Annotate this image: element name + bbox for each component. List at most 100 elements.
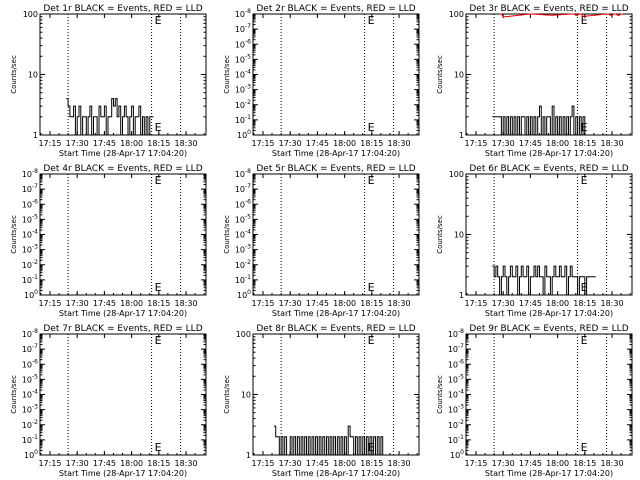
- x-tick-label: 17:45: [519, 139, 542, 148]
- y-tick-label: 10-1: [235, 274, 251, 285]
- y-tick-label: 10-1: [22, 274, 38, 285]
- data-point: [332, 454, 334, 456]
- data-point: [316, 436, 317, 438]
- chart-panel-6: E E 17:15 17:30 17:45 18:00 18:15 18:30 1 10 100 St…: [436, 170, 633, 318]
- panel-title-9: Det 9r BLACK = Events, RED = LLD: [469, 324, 628, 334]
- data-point: [84, 116, 86, 118]
- x-tick-label: 18:30: [601, 299, 624, 308]
- data-point: [292, 454, 294, 456]
- x-tick-label: 18:30: [388, 139, 411, 148]
- data-point: [296, 454, 297, 456]
- data-point: [79, 105, 81, 107]
- data-point: [521, 265, 523, 267]
- data-point: [530, 116, 532, 118]
- data-point: [501, 134, 503, 136]
- y-tick-label: 10-8: [235, 168, 251, 179]
- data-point: [341, 436, 343, 438]
- y-tick-label: 10-3: [235, 244, 251, 255]
- data-point: [75, 134, 77, 136]
- x-tick-label: 17:15: [464, 139, 487, 148]
- y-tick-label: 10-6: [22, 198, 38, 209]
- y-tick-label: 1: [33, 131, 38, 140]
- data-point: [505, 134, 507, 136]
- data-point: [339, 454, 341, 456]
- event-marker-top: E: [581, 334, 588, 347]
- x-tick-label: 18:00: [546, 299, 569, 308]
- chart-panel-9: E E 17:15 17:30 17:45 18:00 18:15 18:30 100 10-1 1…: [436, 328, 633, 478]
- data-point: [492, 265, 494, 267]
- data-point: [343, 454, 345, 456]
- data-point: [585, 294, 587, 296]
- data-point: [276, 436, 277, 438]
- data-point: [494, 116, 496, 118]
- y-tick-label: 10-5: [235, 213, 251, 224]
- chart-panel-4: E E 17:15 17:30 17:45 18:00 18:15 18:30 100 10-1 1…: [10, 168, 207, 318]
- event-marker-bottom: E: [581, 121, 588, 134]
- data-point: [561, 134, 563, 136]
- event-marker-bottom: E: [368, 441, 375, 454]
- data-point: [374, 436, 375, 438]
- x-tick-label: 17:15: [251, 459, 274, 468]
- y-tick-label: 10-4: [22, 389, 38, 400]
- x-tick-label: 18:00: [546, 139, 569, 148]
- y-tick-label: 10: [28, 71, 38, 80]
- y-tick-label: 10-3: [22, 244, 38, 255]
- data-point: [539, 105, 541, 107]
- data-point: [366, 436, 368, 438]
- y-tick-label: 10: [454, 71, 464, 80]
- data-point: [356, 436, 357, 438]
- data-point: [68, 105, 70, 107]
- data-point: [361, 454, 363, 456]
- data-point: [503, 16, 505, 18]
- y-axis-title: Counts/sec: [436, 55, 444, 94]
- data-point: [617, 14, 619, 16]
- data-point: [583, 15, 585, 17]
- panel-title-4: Det 4r BLACK = Events, RED = LLD: [43, 164, 202, 174]
- data-point: [81, 134, 83, 136]
- data-point: [83, 116, 84, 118]
- x-tick-label: 18:00: [120, 459, 143, 468]
- data-point: [372, 454, 374, 456]
- x-tick-label: 17:45: [519, 459, 542, 468]
- data-point: [572, 105, 574, 107]
- data-point: [541, 134, 543, 136]
- y-tick-label: 10-1: [22, 434, 38, 445]
- data-point: [152, 116, 153, 118]
- y-tick-label: 10: [454, 231, 464, 240]
- y-tick-label: 100: [23, 10, 38, 19]
- event-marker-top: E: [581, 174, 588, 187]
- data-point: [576, 116, 578, 118]
- chart-panel-3: E E 17:15 17:30 17:45 18:00 18:15 18:30 1 10 100 St…: [436, 10, 633, 158]
- x-tick-label: 17:15: [251, 299, 274, 308]
- data-point: [317, 454, 319, 456]
- data-point: [569, 134, 570, 136]
- data-point: [521, 116, 523, 118]
- y-tick-label: 10-5: [235, 53, 251, 64]
- data-point: [559, 116, 561, 118]
- x-tick-label: 18:15: [360, 139, 383, 148]
- event-marker-bottom: E: [155, 441, 162, 454]
- data-point: [498, 276, 500, 278]
- x-axis-title: Start Time (28-Apr-17 17:04:20): [59, 469, 187, 478]
- x-tick-label: 17:15: [464, 459, 487, 468]
- data-point: [547, 116, 549, 118]
- data-point: [549, 116, 550, 118]
- y-tick-label: 10-6: [235, 198, 251, 209]
- data-point: [500, 13, 501, 15]
- data-point: [310, 454, 312, 456]
- x-tick-label: 18:30: [388, 459, 411, 468]
- x-tick-label: 18:15: [573, 459, 596, 468]
- y-tick-label: 10-1: [448, 434, 464, 445]
- chart-panel-7: E E 17:15 17:30 17:45 18:00 18:15 18:30 100 10-1 1…: [10, 328, 207, 478]
- data-point: [303, 454, 305, 456]
- data-point: [527, 265, 529, 267]
- y-tick-label: 10-8: [448, 328, 464, 339]
- data-point: [294, 436, 296, 438]
- y-tick-label: 10-3: [448, 404, 464, 415]
- data-point: [503, 265, 505, 267]
- y-tick-label: 10-4: [448, 389, 464, 400]
- data-point: [500, 116, 501, 118]
- x-axis-title: Start Time (28-Apr-17 17:04:20): [485, 469, 613, 478]
- x-tick-label: 18:15: [360, 459, 383, 468]
